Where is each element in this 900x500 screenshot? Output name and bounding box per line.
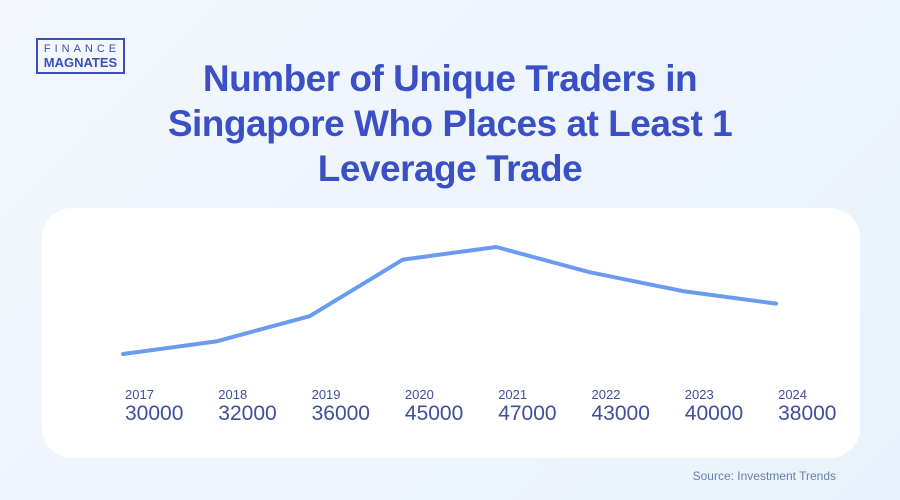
- value-label: 40000: [684, 402, 744, 425]
- series-line: [121, 245, 779, 356]
- year-label: 2022: [591, 387, 621, 402]
- year-label: 2017: [125, 387, 154, 402]
- value-label: 47000: [498, 402, 557, 425]
- chart-card: [42, 208, 860, 458]
- year-label: 2024: [778, 387, 808, 402]
- year-label: 2021: [498, 387, 528, 402]
- source-note: Source: Investment Trends: [692, 469, 836, 483]
- chart-title: Number of Unique Traders in Singapore Wh…: [167, 58, 733, 189]
- value-label: 36000: [311, 402, 370, 425]
- year-label: 2019: [311, 387, 341, 402]
- value-label: 45000: [404, 402, 464, 425]
- year-label: 2020: [404, 387, 434, 402]
- logo-line2: MAGNATES: [43, 55, 118, 70]
- value-label: 32000: [218, 402, 277, 425]
- year-label: 2018: [218, 387, 248, 402]
- value-label: 43000: [591, 402, 650, 425]
- value-label: 38000: [778, 402, 837, 425]
- logo-line1: FINANCE: [43, 43, 121, 55]
- finance-magnates-logo: FINANCE MAGNATES: [36, 38, 125, 74]
- year-label: 2023: [684, 387, 714, 402]
- value-label: 30000: [125, 402, 184, 425]
